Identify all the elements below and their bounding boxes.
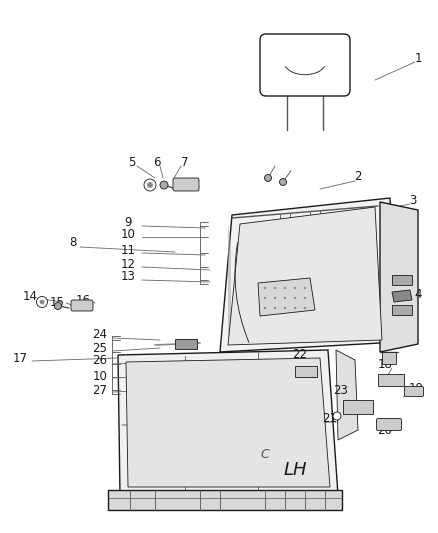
Text: 22: 22: [293, 349, 307, 361]
Polygon shape: [258, 278, 315, 316]
Text: 18: 18: [378, 359, 392, 372]
Circle shape: [54, 303, 61, 310]
Text: 27: 27: [92, 384, 107, 397]
Text: 7: 7: [181, 156, 189, 168]
Text: 26: 26: [92, 354, 107, 367]
Bar: [295, 366, 317, 377]
Circle shape: [333, 412, 341, 420]
Polygon shape: [392, 290, 412, 302]
Circle shape: [36, 296, 47, 308]
Circle shape: [274, 307, 276, 309]
Text: 15: 15: [49, 295, 64, 309]
Circle shape: [279, 179, 286, 185]
Bar: [343, 400, 373, 414]
Text: C: C: [261, 448, 269, 462]
Circle shape: [265, 174, 272, 182]
Circle shape: [294, 307, 296, 309]
Text: 11: 11: [120, 244, 135, 256]
Circle shape: [264, 287, 266, 289]
Text: 14: 14: [22, 289, 38, 303]
Circle shape: [274, 297, 276, 299]
Circle shape: [148, 182, 152, 188]
Polygon shape: [220, 198, 398, 352]
Bar: [392, 305, 412, 315]
Text: 16: 16: [75, 294, 91, 306]
Polygon shape: [228, 207, 382, 345]
Polygon shape: [108, 490, 342, 510]
Text: 10: 10: [120, 228, 135, 240]
FancyBboxPatch shape: [71, 300, 93, 311]
Polygon shape: [118, 350, 338, 495]
Text: LH: LH: [283, 461, 307, 479]
FancyBboxPatch shape: [260, 34, 350, 96]
Text: 23: 23: [334, 384, 349, 397]
Text: 24: 24: [92, 328, 107, 342]
Circle shape: [40, 300, 44, 304]
Text: 5: 5: [128, 156, 136, 168]
Circle shape: [304, 287, 306, 289]
Circle shape: [294, 287, 296, 289]
Circle shape: [264, 297, 266, 299]
Bar: [378, 374, 404, 386]
Text: 4: 4: [414, 288, 422, 302]
Circle shape: [144, 179, 156, 191]
Bar: [382, 352, 396, 364]
Text: 21: 21: [322, 411, 338, 424]
Polygon shape: [380, 202, 418, 352]
Bar: [175, 339, 197, 349]
Circle shape: [304, 307, 306, 309]
Text: 1: 1: [414, 52, 422, 64]
Polygon shape: [336, 350, 358, 440]
Text: 20: 20: [378, 424, 392, 437]
Text: 8: 8: [69, 237, 77, 249]
Text: 19: 19: [409, 382, 424, 394]
Text: 25: 25: [92, 342, 107, 354]
Circle shape: [274, 287, 276, 289]
FancyBboxPatch shape: [173, 178, 199, 191]
Polygon shape: [126, 358, 330, 487]
Text: 3: 3: [410, 193, 417, 206]
Text: 17: 17: [13, 351, 28, 365]
Circle shape: [294, 297, 296, 299]
Text: 6: 6: [153, 156, 161, 168]
FancyBboxPatch shape: [405, 386, 424, 397]
Bar: [392, 275, 412, 285]
Text: 12: 12: [120, 257, 135, 271]
FancyBboxPatch shape: [377, 418, 402, 431]
Circle shape: [304, 297, 306, 299]
Text: 2: 2: [354, 171, 362, 183]
Circle shape: [264, 307, 266, 309]
Circle shape: [284, 297, 286, 299]
Circle shape: [284, 287, 286, 289]
Text: 9: 9: [124, 215, 132, 229]
Text: 13: 13: [120, 271, 135, 284]
Circle shape: [160, 181, 168, 189]
Circle shape: [284, 307, 286, 309]
Text: 10: 10: [92, 369, 107, 383]
